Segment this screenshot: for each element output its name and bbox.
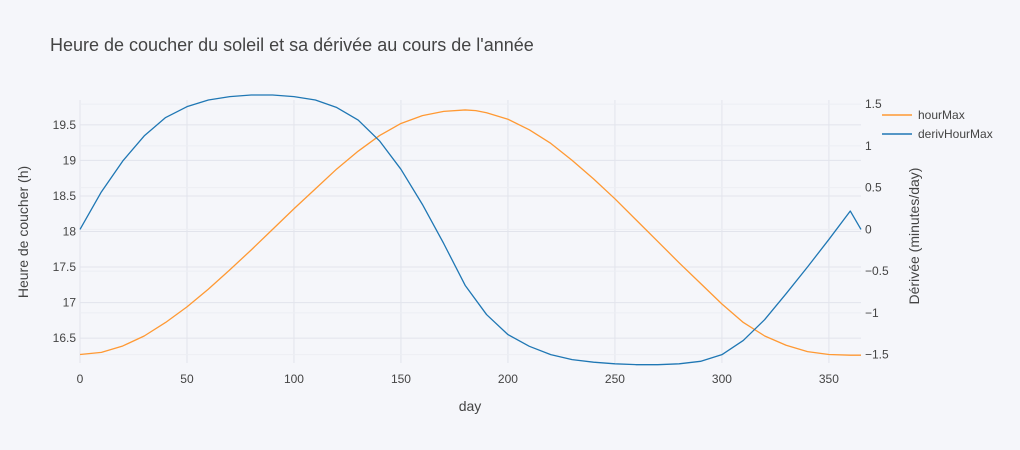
series-layer[interactable] <box>79 94 862 366</box>
legend-item-hourMax[interactable]: hourMax <box>882 108 965 122</box>
y2-tick-label: −1.5 <box>865 348 889 362</box>
legend[interactable]: hourMax derivHourMax <box>882 108 993 141</box>
y2-tick-label: −1 <box>865 306 879 320</box>
y2-tick-label: 1 <box>865 139 872 153</box>
x-tick-label: 150 <box>391 372 411 386</box>
x-tick-label: 50 <box>180 372 194 386</box>
y2-tick-label: 0 <box>865 222 872 236</box>
legend-label: derivHourMax <box>918 127 993 141</box>
legend-item-derivHourMax[interactable]: derivHourMax <box>882 127 993 141</box>
series-line-hourMax[interactable] <box>79 109 861 356</box>
x-tick-label: 300 <box>712 372 732 386</box>
series-line-derivHourMax[interactable] <box>79 94 862 366</box>
legend-label: hourMax <box>918 108 965 122</box>
tick-layer: 0 50 100 150 200 250 300 350 16.5 17 17.5 18 18.5 19 1… <box>53 97 889 386</box>
y-tick-label: 17.5 <box>53 260 77 274</box>
y-tick-label: 17 <box>63 296 77 310</box>
x-tick-label: 200 <box>498 372 518 386</box>
y2-tick-label: 0.5 <box>865 181 882 195</box>
chart-title: Heure de coucher du soleil et sa dérivée… <box>50 35 534 55</box>
grid-layer <box>79 100 861 363</box>
x-tick-label: 0 <box>77 372 84 386</box>
y2-axis-title: Dérivée (minutes/day) <box>906 168 922 305</box>
x-tick-label: 350 <box>819 372 839 386</box>
y-tick-label: 18.5 <box>53 189 77 203</box>
y-tick-label: 19 <box>63 153 77 167</box>
x-axis-title: day <box>459 398 482 414</box>
y2-tick-label: 1.5 <box>865 97 882 111</box>
y-tick-label: 18 <box>63 225 77 239</box>
x-tick-label: 250 <box>605 372 625 386</box>
y2-tick-label: −0.5 <box>865 264 889 278</box>
x-tick-label: 100 <box>284 372 304 386</box>
y-axis-title: Heure de coucher (h) <box>15 166 31 298</box>
y-tick-label: 16.5 <box>53 331 77 345</box>
y-tick-label: 19.5 <box>53 118 77 132</box>
